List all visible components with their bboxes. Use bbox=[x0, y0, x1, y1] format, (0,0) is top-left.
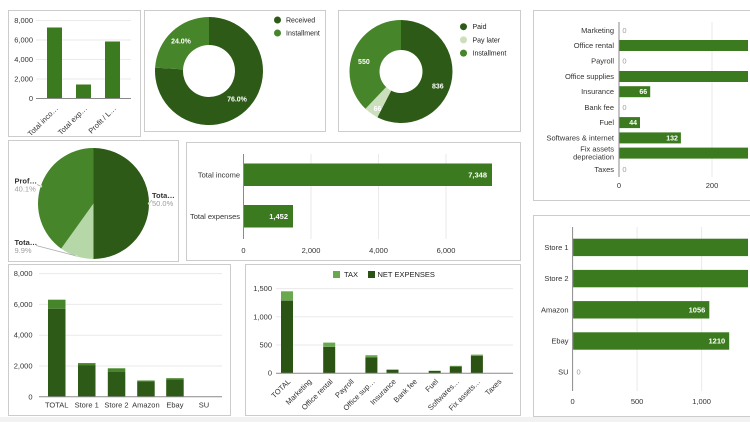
svg-text:550: 550 bbox=[358, 59, 370, 66]
svg-text:76.0%: 76.0% bbox=[227, 97, 248, 104]
svg-text:Softwares & internet: Softwares & internet bbox=[546, 133, 614, 142]
svg-text:0: 0 bbox=[577, 368, 581, 377]
svg-text:0: 0 bbox=[29, 94, 33, 103]
svg-text:8,000: 8,000 bbox=[14, 269, 33, 278]
svg-text:2,000: 2,000 bbox=[14, 362, 33, 371]
svg-text:4,000: 4,000 bbox=[14, 331, 33, 340]
svg-text:Payroll: Payroll bbox=[591, 56, 614, 65]
svg-text:Prof…: Prof… bbox=[15, 177, 38, 186]
svg-text:Bank fee: Bank fee bbox=[584, 103, 614, 112]
svg-text:Tota…: Tota… bbox=[15, 238, 38, 247]
svg-text:Store 2: Store 2 bbox=[104, 401, 128, 410]
svg-text:66: 66 bbox=[374, 106, 382, 113]
svg-text:Store 1: Store 1 bbox=[75, 401, 99, 410]
svg-text:50.0%: 50.0% bbox=[152, 199, 174, 208]
svg-text:44: 44 bbox=[629, 120, 637, 127]
svg-text:Office supplies: Office supplies bbox=[565, 72, 614, 81]
svg-text:Total inco…: Total inco… bbox=[26, 104, 60, 135]
svg-text:Received: Received bbox=[286, 18, 315, 25]
svg-text:Insurance: Insurance bbox=[581, 87, 614, 96]
svg-text:Amazon: Amazon bbox=[132, 401, 160, 410]
svg-text:Amazon: Amazon bbox=[541, 305, 569, 314]
svg-text:0: 0 bbox=[268, 369, 272, 378]
svg-text:Ebay: Ebay bbox=[166, 401, 183, 410]
svg-text:132: 132 bbox=[666, 135, 678, 142]
svg-text:Store 2: Store 2 bbox=[544, 274, 568, 283]
svg-text:500: 500 bbox=[631, 397, 644, 406]
svg-text:9.9%: 9.9% bbox=[15, 246, 32, 255]
svg-text:Pay later: Pay later bbox=[473, 37, 501, 44]
svg-text:Office rental: Office rental bbox=[574, 41, 615, 50]
svg-text:6,000: 6,000 bbox=[437, 246, 456, 255]
svg-text:2,000: 2,000 bbox=[302, 246, 321, 255]
svg-text:1,500: 1,500 bbox=[253, 284, 272, 293]
svg-text:0: 0 bbox=[241, 246, 245, 255]
svg-text:Installment: Installment bbox=[473, 51, 507, 58]
svg-text:Marketing: Marketing bbox=[581, 26, 614, 35]
svg-text:1210: 1210 bbox=[709, 337, 726, 346]
svg-text:Total income: Total income bbox=[198, 171, 240, 180]
svg-text:SU: SU bbox=[558, 368, 568, 377]
svg-text:Store 1: Store 1 bbox=[544, 243, 568, 252]
svg-text:0: 0 bbox=[617, 181, 621, 190]
svg-text:500: 500 bbox=[259, 341, 272, 350]
svg-text:depreciation: depreciation bbox=[573, 153, 614, 162]
svg-text:0: 0 bbox=[622, 56, 626, 65]
svg-text:0: 0 bbox=[622, 26, 626, 35]
svg-text:Profit / L…: Profit / L… bbox=[86, 104, 117, 135]
svg-text:4,000: 4,000 bbox=[14, 55, 33, 64]
svg-text:Tota…: Tota… bbox=[152, 191, 175, 200]
svg-text:8,000: 8,000 bbox=[14, 16, 33, 25]
svg-text:7,348: 7,348 bbox=[468, 171, 487, 180]
svg-text:0: 0 bbox=[571, 397, 575, 406]
svg-text:2,000: 2,000 bbox=[14, 75, 33, 84]
svg-text:6,000: 6,000 bbox=[14, 300, 33, 309]
svg-text:Total exp…: Total exp… bbox=[56, 104, 89, 135]
svg-text:Installment: Installment bbox=[286, 31, 320, 38]
svg-text:1,452: 1,452 bbox=[269, 212, 288, 221]
svg-text:66: 66 bbox=[639, 89, 647, 96]
svg-text:6,000: 6,000 bbox=[14, 36, 33, 45]
svg-text:TAX: TAX bbox=[344, 270, 358, 279]
svg-text:Taxes: Taxes bbox=[594, 165, 614, 174]
svg-text:SU: SU bbox=[199, 401, 209, 410]
svg-text:Fix assets: Fix assets bbox=[580, 145, 614, 154]
svg-text:1,000: 1,000 bbox=[692, 397, 711, 406]
svg-text:200: 200 bbox=[706, 181, 719, 190]
svg-text:0: 0 bbox=[622, 165, 626, 174]
svg-text:Paid: Paid bbox=[473, 24, 487, 31]
svg-text:1056: 1056 bbox=[689, 305, 706, 314]
svg-text:TOTAL: TOTAL bbox=[45, 401, 68, 410]
svg-text:Fuel: Fuel bbox=[423, 377, 440, 394]
svg-text:Taxes: Taxes bbox=[483, 377, 503, 397]
svg-text:Total expenses: Total expenses bbox=[190, 212, 240, 221]
svg-text:0: 0 bbox=[28, 392, 32, 401]
svg-text:0: 0 bbox=[622, 103, 626, 112]
svg-text:24.0%: 24.0% bbox=[171, 39, 192, 46]
svg-text:NET EXPENSES: NET EXPENSES bbox=[378, 270, 435, 279]
svg-text:1,000: 1,000 bbox=[253, 312, 272, 321]
svg-text:Fuel: Fuel bbox=[599, 118, 614, 127]
svg-text:Ebay: Ebay bbox=[551, 337, 568, 346]
svg-text:40.1%: 40.1% bbox=[15, 185, 37, 194]
svg-text:Bank fee: Bank fee bbox=[392, 377, 419, 404]
svg-text:836: 836 bbox=[432, 84, 444, 91]
svg-text:4,000: 4,000 bbox=[369, 246, 388, 255]
